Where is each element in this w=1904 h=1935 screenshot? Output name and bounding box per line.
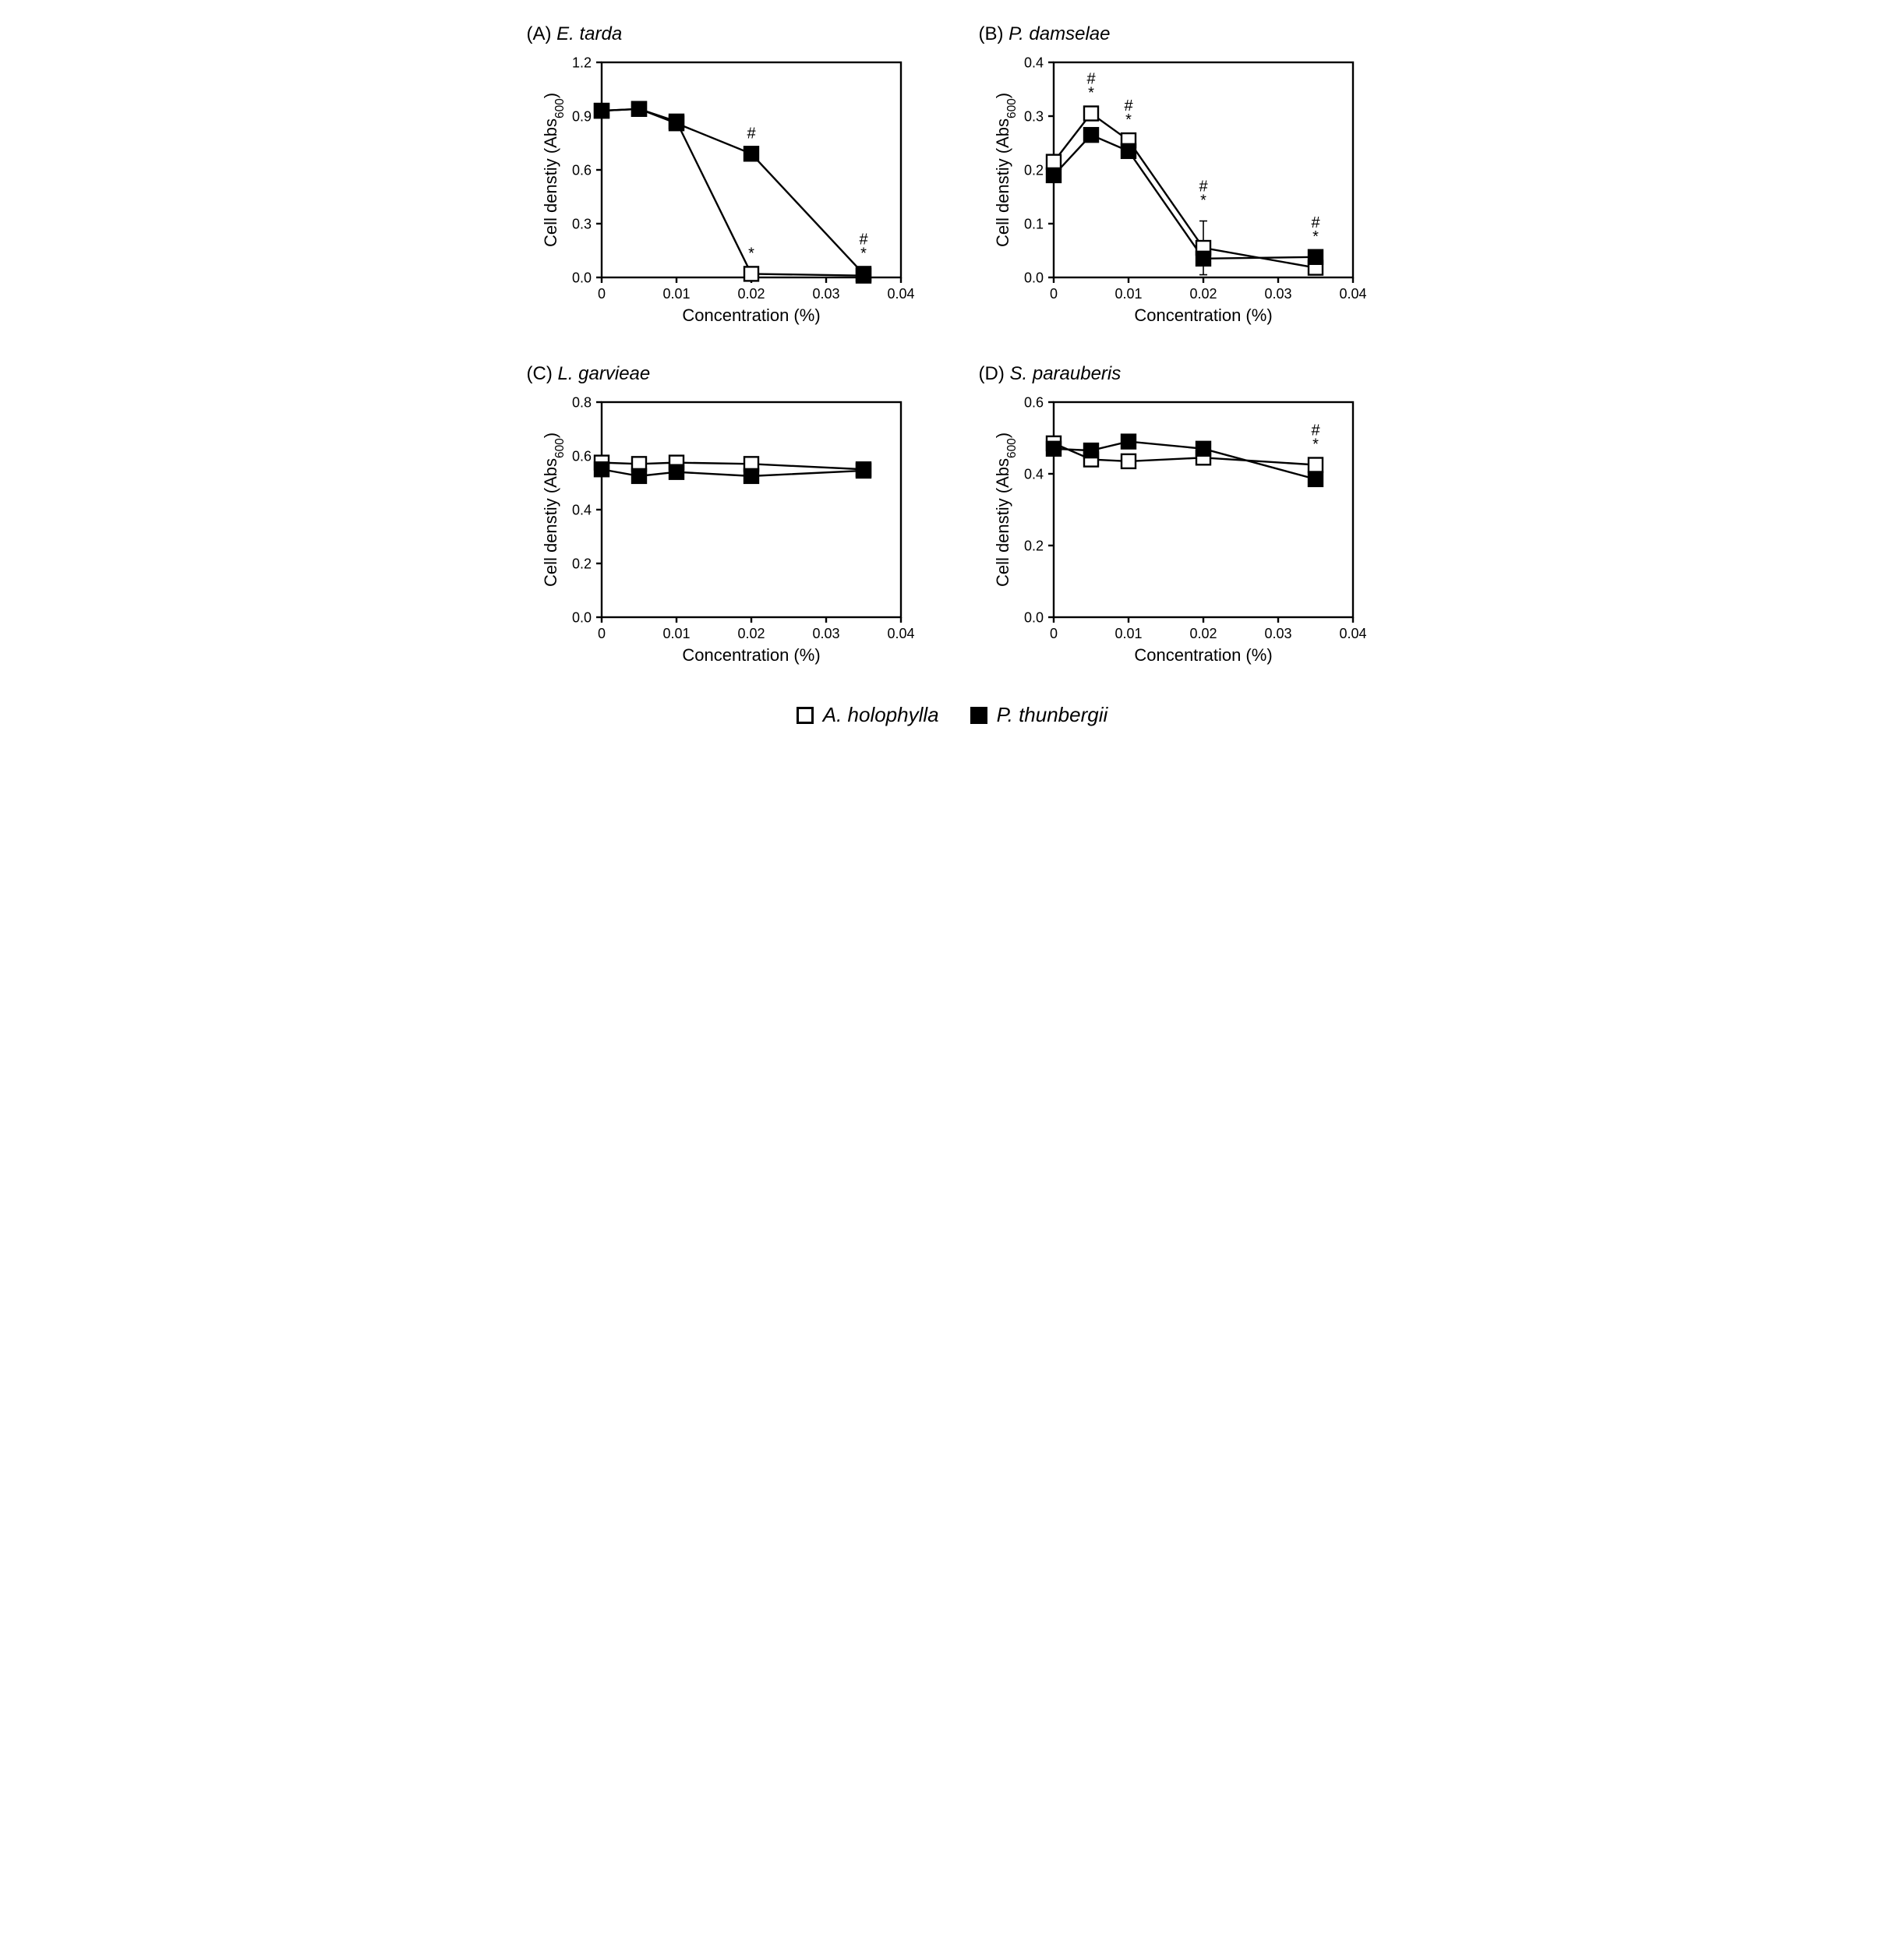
svg-text:0.04: 0.04	[887, 626, 914, 641]
svg-text:Cell denstiy (Abs600): Cell denstiy (Abs600)	[541, 93, 567, 247]
svg-text:0.4: 0.4	[571, 502, 591, 517]
svg-text:Concentration (%): Concentration (%)	[682, 305, 820, 325]
panel-letter: (B)	[979, 23, 1004, 44]
svg-text:*: *	[1125, 111, 1132, 129]
svg-text:0.4: 0.4	[1023, 466, 1043, 482]
legend-marker-open-icon	[797, 707, 814, 724]
panel-species: L. garvieae	[558, 363, 651, 384]
svg-text:0.0: 0.0	[1023, 270, 1043, 285]
svg-text:*: *	[1200, 192, 1206, 210]
figure-grid: (A) E. tarda 00.010.020.030.040.00.30.60…	[524, 23, 1381, 672]
svg-text:0.6: 0.6	[571, 162, 591, 178]
plot-C: 0 0.01 0.02 0.03 0.04 0.0 0.2 0.4 0.6 0.8 Concentr…	[524, 391, 929, 672]
legend-label-open: A. holophylla	[823, 703, 939, 727]
svg-text:Cell denstiy (Abs600): Cell denstiy (Abs600)	[993, 93, 1019, 247]
svg-text:0.4: 0.4	[1023, 55, 1043, 70]
svg-text:0.0: 0.0	[571, 270, 591, 285]
legend: A. holophylla P. thunbergii	[23, 703, 1881, 727]
panel-species: S. parauberis	[1010, 363, 1122, 384]
svg-text:0.03: 0.03	[1264, 286, 1291, 302]
svg-text:*: *	[1312, 228, 1319, 245]
panel-A: (A) E. tarda 00.010.020.030.040.00.30.60…	[524, 23, 929, 332]
svg-text:0.04: 0.04	[1339, 626, 1366, 641]
svg-text:*: *	[1312, 436, 1319, 454]
svg-text:*: *	[1088, 85, 1094, 102]
svg-text:0.6: 0.6	[571, 448, 591, 464]
svg-text:*: *	[748, 245, 754, 262]
svg-text:0: 0	[597, 286, 605, 302]
svg-text:#: #	[747, 125, 756, 142]
panel-species: P. damselae	[1009, 23, 1110, 44]
svg-text:0.3: 0.3	[1023, 108, 1043, 124]
svg-text:0.03: 0.03	[812, 286, 839, 302]
panel-C: (C) L. garvieae 00.010.020.030.040.00.20…	[524, 363, 929, 672]
svg-text:0.03: 0.03	[1264, 626, 1291, 641]
panel-D: (D) S. parauberis 0 0.01 0.02 0.03 0.04 0.0 0.…	[976, 363, 1381, 672]
svg-text:0.2: 0.2	[1023, 538, 1043, 553]
svg-text:0.02: 0.02	[737, 626, 765, 641]
svg-text:0.0: 0.0	[571, 609, 591, 625]
svg-text:0.01: 0.01	[1114, 626, 1142, 641]
svg-text:Concentration (%): Concentration (%)	[682, 645, 820, 665]
panel-letter: (C)	[527, 363, 553, 384]
svg-text:0: 0	[1049, 626, 1057, 641]
panel-letter: (D)	[979, 363, 1005, 384]
svg-text:0.04: 0.04	[887, 286, 914, 302]
svg-text:0.2: 0.2	[571, 556, 591, 571]
svg-text:0.1: 0.1	[1023, 216, 1043, 231]
svg-text:*: *	[860, 245, 867, 262]
svg-text:0.3: 0.3	[571, 216, 591, 231]
panel-title-C: (C) L. garvieae	[524, 363, 929, 385]
svg-text:0.6: 0.6	[1023, 394, 1043, 410]
legend-marker-filled-icon	[970, 707, 987, 724]
panel-title-D: (D) S. parauberis	[976, 363, 1381, 385]
panel-letter: (A)	[527, 23, 552, 44]
svg-text:0.03: 0.03	[812, 626, 839, 641]
svg-text:1.2: 1.2	[571, 55, 591, 70]
svg-text:0.0: 0.0	[1023, 609, 1043, 625]
svg-text:Cell denstiy (Abs600): Cell denstiy (Abs600)	[993, 433, 1019, 587]
svg-text:0.02: 0.02	[737, 286, 765, 302]
plot-D: 0 0.01 0.02 0.03 0.04 0.0 0.2 0.4 0.6 Concentrati…	[976, 391, 1381, 672]
svg-text:0.02: 0.02	[1189, 286, 1217, 302]
panel-B: (B) P. damselae 00.010.020.030.040.00.10…	[976, 23, 1381, 332]
svg-text:0.9: 0.9	[571, 108, 591, 124]
plot-A: 0 0.01 0.02 0.03 0.04 0.0 0.3 0.6 0.9 1.2 Concentr…	[524, 51, 929, 332]
svg-text:0.01: 0.01	[662, 286, 690, 302]
svg-text:0.02: 0.02	[1189, 626, 1217, 641]
svg-text:0: 0	[597, 626, 605, 641]
svg-text:0.8: 0.8	[571, 394, 591, 410]
svg-text:0.2: 0.2	[1023, 162, 1043, 178]
panel-title-B: (B) P. damselae	[976, 23, 1381, 45]
plot-B: 0 0.01 0.02 0.03 0.04 0.0 0.1 0.2 0.3 0.4 Concentr…	[976, 51, 1381, 332]
panel-species: E. tarda	[556, 23, 622, 44]
svg-text:Concentration (%): Concentration (%)	[1134, 645, 1272, 665]
svg-text:Cell denstiy (Abs600): Cell denstiy (Abs600)	[541, 433, 567, 587]
panel-title-A: (A) E. tarda	[524, 23, 929, 45]
legend-item-open: A. holophylla	[797, 703, 939, 727]
legend-label-filled: P. thunbergii	[997, 703, 1108, 727]
legend-item-filled: P. thunbergii	[970, 703, 1108, 727]
svg-text:0: 0	[1049, 286, 1057, 302]
svg-text:0.01: 0.01	[1114, 286, 1142, 302]
svg-text:0.04: 0.04	[1339, 286, 1366, 302]
svg-text:0.01: 0.01	[662, 626, 690, 641]
svg-text:Concentration (%): Concentration (%)	[1134, 305, 1272, 325]
